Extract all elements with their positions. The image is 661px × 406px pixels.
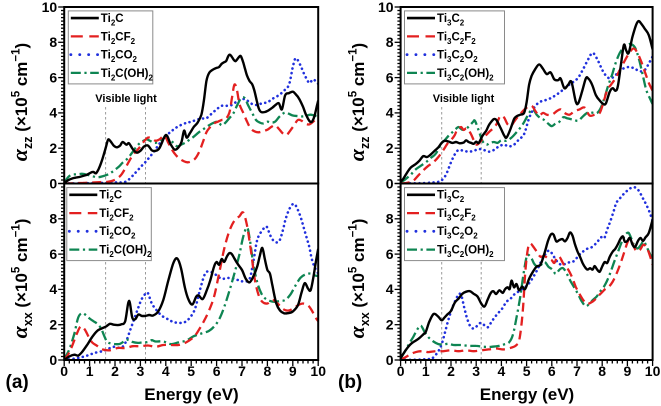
svg-text:9: 9 bbox=[624, 363, 632, 379]
svg-text:0: 0 bbox=[386, 352, 394, 368]
svg-text:4: 4 bbox=[162, 363, 170, 379]
svg-text:0: 0 bbox=[49, 352, 57, 368]
svg-text:1: 1 bbox=[86, 363, 94, 379]
svg-text:Energy (eV): Energy (eV) bbox=[144, 385, 238, 404]
svg-text:2: 2 bbox=[111, 363, 119, 379]
svg-text:2: 2 bbox=[49, 140, 57, 156]
svg-text:Visible light: Visible light bbox=[433, 93, 495, 105]
svg-text:2: 2 bbox=[447, 363, 455, 379]
svg-text:6: 6 bbox=[49, 246, 57, 262]
svg-text:0: 0 bbox=[386, 175, 394, 191]
svg-text:6: 6 bbox=[548, 363, 556, 379]
svg-text:Ti2​CF2​: Ti2​CF2​ bbox=[99, 208, 134, 223]
svg-text:4: 4 bbox=[386, 281, 394, 297]
svg-text:4: 4 bbox=[49, 281, 57, 297]
svg-text:6: 6 bbox=[386, 69, 394, 85]
svg-text:2: 2 bbox=[386, 140, 394, 156]
svg-text:2: 2 bbox=[386, 317, 394, 333]
svg-text:Ti2​C: Ti2​C bbox=[101, 13, 124, 28]
svg-text:4: 4 bbox=[386, 105, 394, 121]
svg-text:7: 7 bbox=[238, 363, 246, 379]
svg-text:3: 3 bbox=[472, 363, 480, 379]
svg-text:9: 9 bbox=[289, 363, 297, 379]
svg-text:10: 10 bbox=[42, 0, 58, 15]
svg-text:Ti3​C2​: Ti3​C2​ bbox=[437, 13, 465, 28]
svg-text:3: 3 bbox=[137, 363, 145, 379]
svg-text:Ti3​C2​F2​: Ti3​C2​F2​ bbox=[437, 208, 476, 223]
svg-text:10: 10 bbox=[378, 0, 394, 15]
svg-text:4: 4 bbox=[49, 105, 57, 121]
svg-text:Ti3​C2​: Ti3​C2​ bbox=[437, 190, 465, 205]
svg-text:10: 10 bbox=[310, 363, 326, 379]
svg-text:7: 7 bbox=[573, 363, 581, 379]
svg-text:8: 8 bbox=[49, 211, 57, 227]
svg-text:0: 0 bbox=[49, 175, 57, 191]
svg-text:8: 8 bbox=[386, 211, 394, 227]
svg-text:6: 6 bbox=[386, 246, 394, 262]
svg-text:4: 4 bbox=[498, 363, 506, 379]
svg-text:Ti3​C2​(OH)2​: Ti3​C2​(OH)2​ bbox=[437, 245, 494, 260]
svg-text:5: 5 bbox=[523, 363, 531, 379]
svg-text:8: 8 bbox=[598, 363, 606, 379]
svg-text:Ti2​CF2​: Ti2​CF2​ bbox=[101, 31, 136, 46]
svg-text:1: 1 bbox=[422, 363, 430, 379]
svg-text:αzz (×105 cm−1): αzz (×105 cm−1) bbox=[344, 43, 372, 161]
svg-text:6: 6 bbox=[49, 69, 57, 85]
svg-text:8: 8 bbox=[264, 363, 272, 379]
svg-text:Ti2​CO2​: Ti2​CO2​ bbox=[99, 226, 136, 241]
svg-text:αxx (×105 cm−1): αxx (×105 cm−1) bbox=[344, 219, 372, 339]
svg-text:(b): (b) bbox=[338, 372, 362, 393]
svg-text:Energy (eV): Energy (eV) bbox=[480, 385, 574, 404]
svg-text:αzz (×105 cm−1): αzz (×105 cm−1) bbox=[7, 43, 35, 161]
svg-text:Visible light: Visible light bbox=[95, 93, 157, 105]
svg-text:Ti3​C2​(OH)2​: Ti3​C2​(OH)2​ bbox=[437, 68, 494, 83]
svg-text:αxx (×105 cm−1): αxx (×105 cm−1) bbox=[7, 219, 35, 339]
svg-text:0: 0 bbox=[397, 363, 405, 379]
svg-text:Ti2​CO2​: Ti2​CO2​ bbox=[101, 50, 138, 65]
svg-text:Ti3​C2​F2​: Ti3​C2​F2​ bbox=[437, 31, 476, 46]
svg-text:Ti2​C: Ti2​C bbox=[99, 190, 122, 205]
svg-text:5: 5 bbox=[187, 363, 195, 379]
svg-text:2: 2 bbox=[49, 317, 57, 333]
svg-text:8: 8 bbox=[386, 34, 394, 50]
svg-text:(a): (a) bbox=[6, 372, 29, 393]
svg-text:8: 8 bbox=[49, 34, 57, 50]
svg-text:0: 0 bbox=[60, 363, 68, 379]
svg-text:6: 6 bbox=[213, 363, 221, 379]
svg-text:10: 10 bbox=[645, 363, 661, 379]
